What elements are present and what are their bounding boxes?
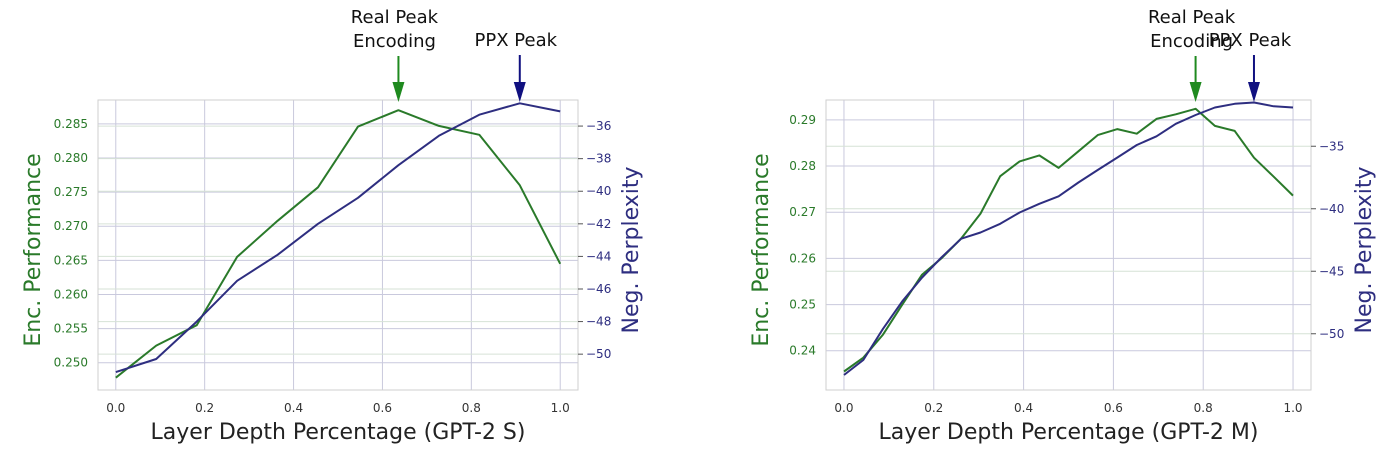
y-tick-label-left: 0.280 — [54, 151, 88, 165]
y-tick-label-left: 0.260 — [54, 287, 88, 301]
y-tick-label-left: 0.25 — [789, 298, 816, 312]
y-axis-label-right: Neg. Perplexity — [1352, 166, 1377, 333]
x-tick-label: 1.0 — [551, 401, 570, 415]
real-peak-label: Real Peak — [1148, 7, 1236, 28]
encoding-performance-line — [843, 107, 1294, 373]
y-tick-label-right: −50 — [586, 347, 611, 361]
y-tick-label-left: 0.27 — [789, 205, 816, 219]
y-tick-label-left: 0.250 — [54, 356, 88, 370]
y-tick-label-left: 0.24 — [789, 344, 816, 358]
real-peak-arrow-head — [1189, 82, 1202, 102]
y-tick-label-left: 0.28 — [789, 159, 816, 173]
y-axis-label-left: Enc. Performance — [749, 153, 774, 346]
y-tick-label-left: 0.29 — [789, 113, 816, 127]
y-tick-label-left: 0.275 — [54, 185, 88, 199]
y-tick-label-left: 0.270 — [54, 219, 88, 233]
neg-perplexity-line — [115, 102, 561, 374]
y-tick-label-left: 0.265 — [54, 253, 88, 267]
real-peak-label: Real Peak — [351, 7, 439, 28]
neg-perplexity-line — [843, 101, 1294, 376]
x-tick-label: 0.0 — [834, 401, 853, 415]
x-tick-label: 0.4 — [1014, 401, 1033, 415]
real-peak-label: Encoding — [353, 31, 436, 52]
y-tick-label-right: −40 — [586, 184, 611, 198]
x-tick-label: 0.2 — [195, 401, 214, 415]
ppx-peak-label: PPX Peak — [475, 30, 558, 51]
ppx-peak-arrow-head — [513, 82, 526, 102]
y-tick-label-right: −45 — [1319, 264, 1344, 278]
chart-panel-1: 0.0 0.2 0.4 0.6 0.8 1.0 0.250 0.255 0.260 0.265 0.… — [21, 7, 644, 445]
y-axis-label-left: Enc. Performance — [21, 153, 46, 346]
y-tick-label-right: −38 — [586, 152, 611, 166]
x-tick-label: 0.6 — [1104, 401, 1123, 415]
y-tick-label-right: −35 — [1319, 139, 1344, 153]
y-tick-label-left: 0.26 — [789, 251, 816, 265]
plot-frame — [825, 99, 1312, 391]
x-tick-label: 0.0 — [106, 401, 125, 415]
real-peak-arrow-head — [392, 82, 405, 102]
x-axis-label: Layer Depth Percentage (GPT-2 M) — [879, 420, 1259, 445]
x-tick-label: 0.2 — [924, 401, 943, 415]
plot-frame — [97, 99, 579, 391]
y-tick-label-right: −40 — [1319, 202, 1344, 216]
x-tick-label: 1.0 — [1283, 401, 1302, 415]
ppx-peak-arrow-head — [1247, 82, 1260, 102]
y-tick-label-right: −50 — [1319, 327, 1344, 341]
y-axis-label-right: Neg. Perplexity — [619, 166, 644, 333]
x-axis-label: Layer Depth Percentage (GPT-2 S) — [151, 420, 526, 445]
ppx-peak-label: PPX Peak — [1209, 30, 1292, 51]
y-tick-label-left: 0.285 — [54, 117, 88, 131]
real-peak-label: Encoding — [1150, 31, 1233, 52]
x-tick-label: 0.8 — [1194, 401, 1213, 415]
x-tick-label: 0.8 — [462, 401, 481, 415]
encoding-performance-line — [115, 109, 562, 379]
y-tick-label-right: −48 — [586, 315, 611, 329]
x-tick-label: 0.4 — [284, 401, 303, 415]
y-tick-label-left: 0.255 — [54, 322, 88, 336]
chart-panel-2: 0.0 0.2 0.4 0.6 0.8 1.0 0.24 0.25 0.26 0.27 0.28 0.… — [749, 7, 1377, 445]
y-tick-label-right: −36 — [586, 119, 611, 133]
y-tick-label-right: −46 — [586, 282, 611, 296]
y-tick-label-right: −44 — [586, 249, 611, 263]
y-tick-label-right: −42 — [586, 217, 611, 231]
x-tick-label: 0.6 — [373, 401, 392, 415]
